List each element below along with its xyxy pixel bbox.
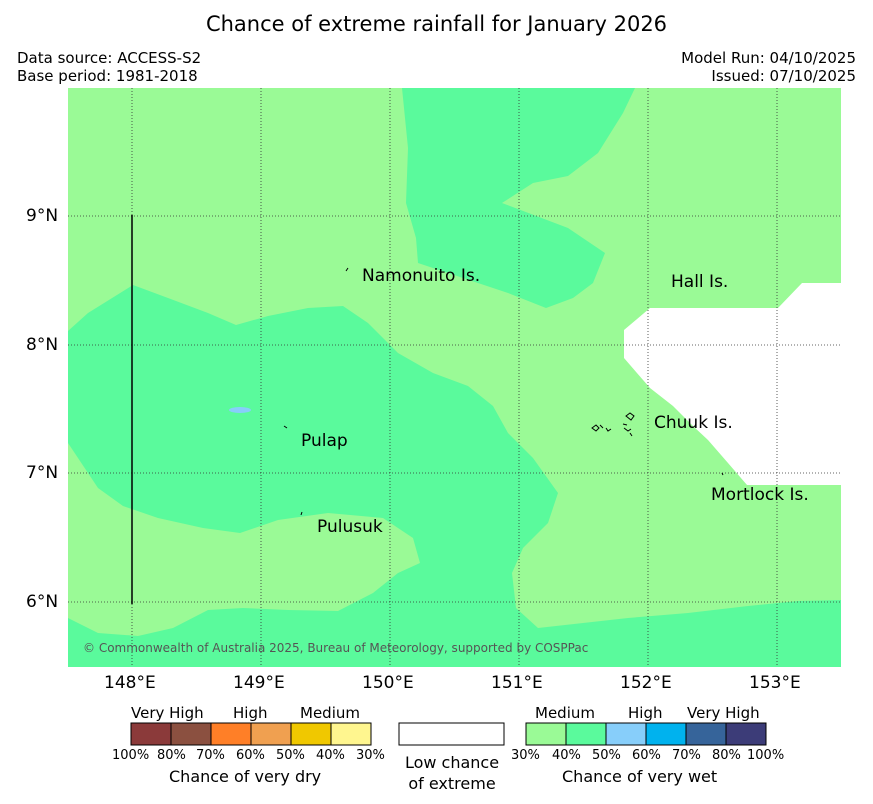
wet-tick: 100% xyxy=(747,748,785,763)
wet-heading-very-high: Very High xyxy=(687,704,760,722)
copyright-text: © Commonwealth of Australia 2025, Bureau… xyxy=(83,641,588,655)
dry-tick: 80% xyxy=(157,748,186,763)
base-period-text: Base period: 1981-2018 xyxy=(17,67,198,85)
dry-swatch xyxy=(290,722,332,746)
lon-label: 151°E xyxy=(491,673,543,693)
dry-tick: 40% xyxy=(316,748,345,763)
model-run-text: Model Run: 04/10/2025 xyxy=(681,49,856,67)
wet-tick: 50% xyxy=(592,748,621,763)
wet-swatch xyxy=(645,722,687,746)
lon-label: 148°E xyxy=(104,673,156,693)
dry-tick: 30% xyxy=(356,748,385,763)
pulap-island-icon xyxy=(283,425,288,429)
wet-swatch xyxy=(685,722,727,746)
dry-heading-high: High xyxy=(233,704,268,722)
dry-heading-very-high: Very High xyxy=(131,704,204,722)
wet-swatch xyxy=(565,722,607,746)
dry-swatch xyxy=(330,722,372,746)
lat-label: 8°N xyxy=(26,335,59,355)
lat-label: 6°N xyxy=(26,592,59,612)
place-label-mortlock: Mortlock Is. xyxy=(711,485,809,505)
wet-tick: 60% xyxy=(632,748,661,763)
dry-swatches xyxy=(130,722,372,746)
wet-caption: Chance of very wet xyxy=(562,767,718,786)
wet-tick: 80% xyxy=(712,748,741,763)
dry-swatch xyxy=(210,722,252,746)
header-left: Data source: ACCESS-S2 Base period: 1981… xyxy=(17,49,201,85)
lon-label: 153°E xyxy=(749,673,801,693)
lon-label: 150°E xyxy=(362,673,414,693)
neutral-swatch xyxy=(398,722,505,746)
place-label-pulusuk: Pulusuk xyxy=(317,517,383,537)
pulusuk-island-icon xyxy=(300,511,303,516)
wet-tick: 40% xyxy=(552,748,581,763)
chuuk-island-icon xyxy=(591,412,635,437)
grid-lines xyxy=(68,88,841,667)
dry-tick: 60% xyxy=(236,748,265,763)
wet-heading-high: High xyxy=(628,704,663,722)
data-source-text: Data source: ACCESS-S2 xyxy=(17,49,202,67)
namonuito-island-icon xyxy=(345,267,349,272)
lat-label: 9°N xyxy=(26,206,59,226)
region-main-band xyxy=(68,285,841,667)
rainfall-map: Namonuito Is. Hall Is. Pulap Chuuk Is. M… xyxy=(68,88,841,667)
place-label-chuuk: Chuuk Is. xyxy=(654,413,733,433)
lat-label: 7°N xyxy=(26,463,59,483)
dry-swatch xyxy=(130,722,172,746)
place-label-hall: Hall Is. xyxy=(671,272,728,292)
mortlock-island-icon xyxy=(721,472,724,476)
place-label-namonuito: Namonuito Is. xyxy=(362,266,480,286)
dry-swatch xyxy=(250,722,292,746)
wet-swatch xyxy=(725,722,767,746)
dry-tick: 50% xyxy=(276,748,305,763)
wet-tick: 70% xyxy=(672,748,701,763)
lon-label: 152°E xyxy=(620,673,672,693)
wet-heading-medium: Medium xyxy=(535,704,595,722)
island-outlines xyxy=(283,267,724,516)
place-label-pulap: Pulap xyxy=(301,431,348,451)
wet-swatch xyxy=(605,722,647,746)
region-upper-band xyxy=(402,88,635,308)
region-low-chance xyxy=(624,283,841,485)
issued-text: Issued: 07/10/2025 xyxy=(711,67,856,85)
dry-caption: Chance of very dry xyxy=(169,767,322,786)
neutral-line2: of extreme xyxy=(408,774,496,793)
dry-tick: 100% xyxy=(112,748,150,763)
dry-tick: 70% xyxy=(196,748,225,763)
header-right: Model Run: 04/10/2025 Issued: 07/10/2025 xyxy=(681,49,856,85)
lon-label: 149°E xyxy=(233,673,285,693)
dry-swatch xyxy=(170,722,212,746)
map-title: Chance of extreme rainfall for January 2… xyxy=(205,12,668,36)
dry-heading-medium: Medium xyxy=(300,704,360,722)
wet-swatch xyxy=(525,722,567,746)
neutral-line1: Low chance xyxy=(404,753,500,772)
region-high-patch xyxy=(229,407,251,413)
wet-tick: 30% xyxy=(511,748,540,763)
wet-swatches xyxy=(525,722,767,746)
